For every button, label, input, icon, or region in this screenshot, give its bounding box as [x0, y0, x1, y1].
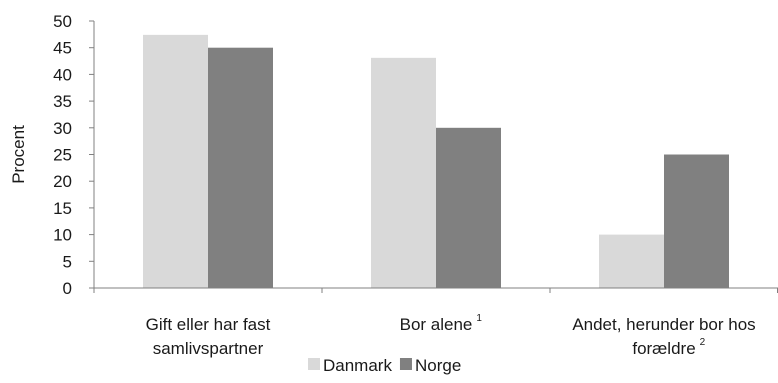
- y-axis-title: Procent: [9, 125, 28, 184]
- y-axis-ticks: 0 5 10 15 20 25 30 35 40 45 50: [53, 12, 94, 298]
- y-tick-label: 5: [63, 252, 72, 271]
- y-tick-label: 20: [53, 172, 72, 191]
- bar-norge-1: [208, 48, 273, 288]
- y-tick-label: 35: [53, 92, 72, 111]
- y-tick-label: 40: [53, 65, 72, 84]
- x-category-label: Gift eller har fast: [146, 315, 271, 334]
- x-category-label: Andet, herunder bor hos: [572, 315, 755, 334]
- x-category-label: samlivspartner: [153, 339, 264, 358]
- bars: [143, 35, 729, 288]
- legend-label-norge: Norge: [415, 356, 461, 375]
- x-category-label: Bor alene: [400, 315, 473, 334]
- y-tick-label: 10: [53, 226, 72, 245]
- y-tick-label: 25: [53, 146, 72, 165]
- y-axis-title-group: Procent: [9, 125, 28, 184]
- y-tick-label: 0: [63, 279, 72, 298]
- footnote-marker: 1: [476, 313, 482, 324]
- legend-swatch-norge: [400, 358, 412, 370]
- bar-danmark-3: [599, 235, 664, 288]
- footnote-marker: 2: [700, 337, 706, 348]
- bar-danmark-2: [371, 58, 436, 288]
- x-category-label: forældre: [632, 339, 695, 358]
- bar-danmark-1: [143, 35, 208, 288]
- y-tick-label: 30: [53, 119, 72, 138]
- x-axis-labels: Gift eller har fast samlivspartner Bor ale…: [146, 313, 756, 358]
- bar-norge-3: [664, 155, 729, 289]
- legend-label-danmark: Danmark: [323, 356, 392, 375]
- legend: Danmark Norge: [308, 356, 461, 375]
- y-tick-label: 50: [53, 12, 72, 31]
- y-tick-label: 45: [53, 39, 72, 58]
- bar-norge-2: [436, 128, 501, 288]
- legend-swatch-danmark: [308, 358, 320, 370]
- y-tick-label: 15: [53, 199, 72, 218]
